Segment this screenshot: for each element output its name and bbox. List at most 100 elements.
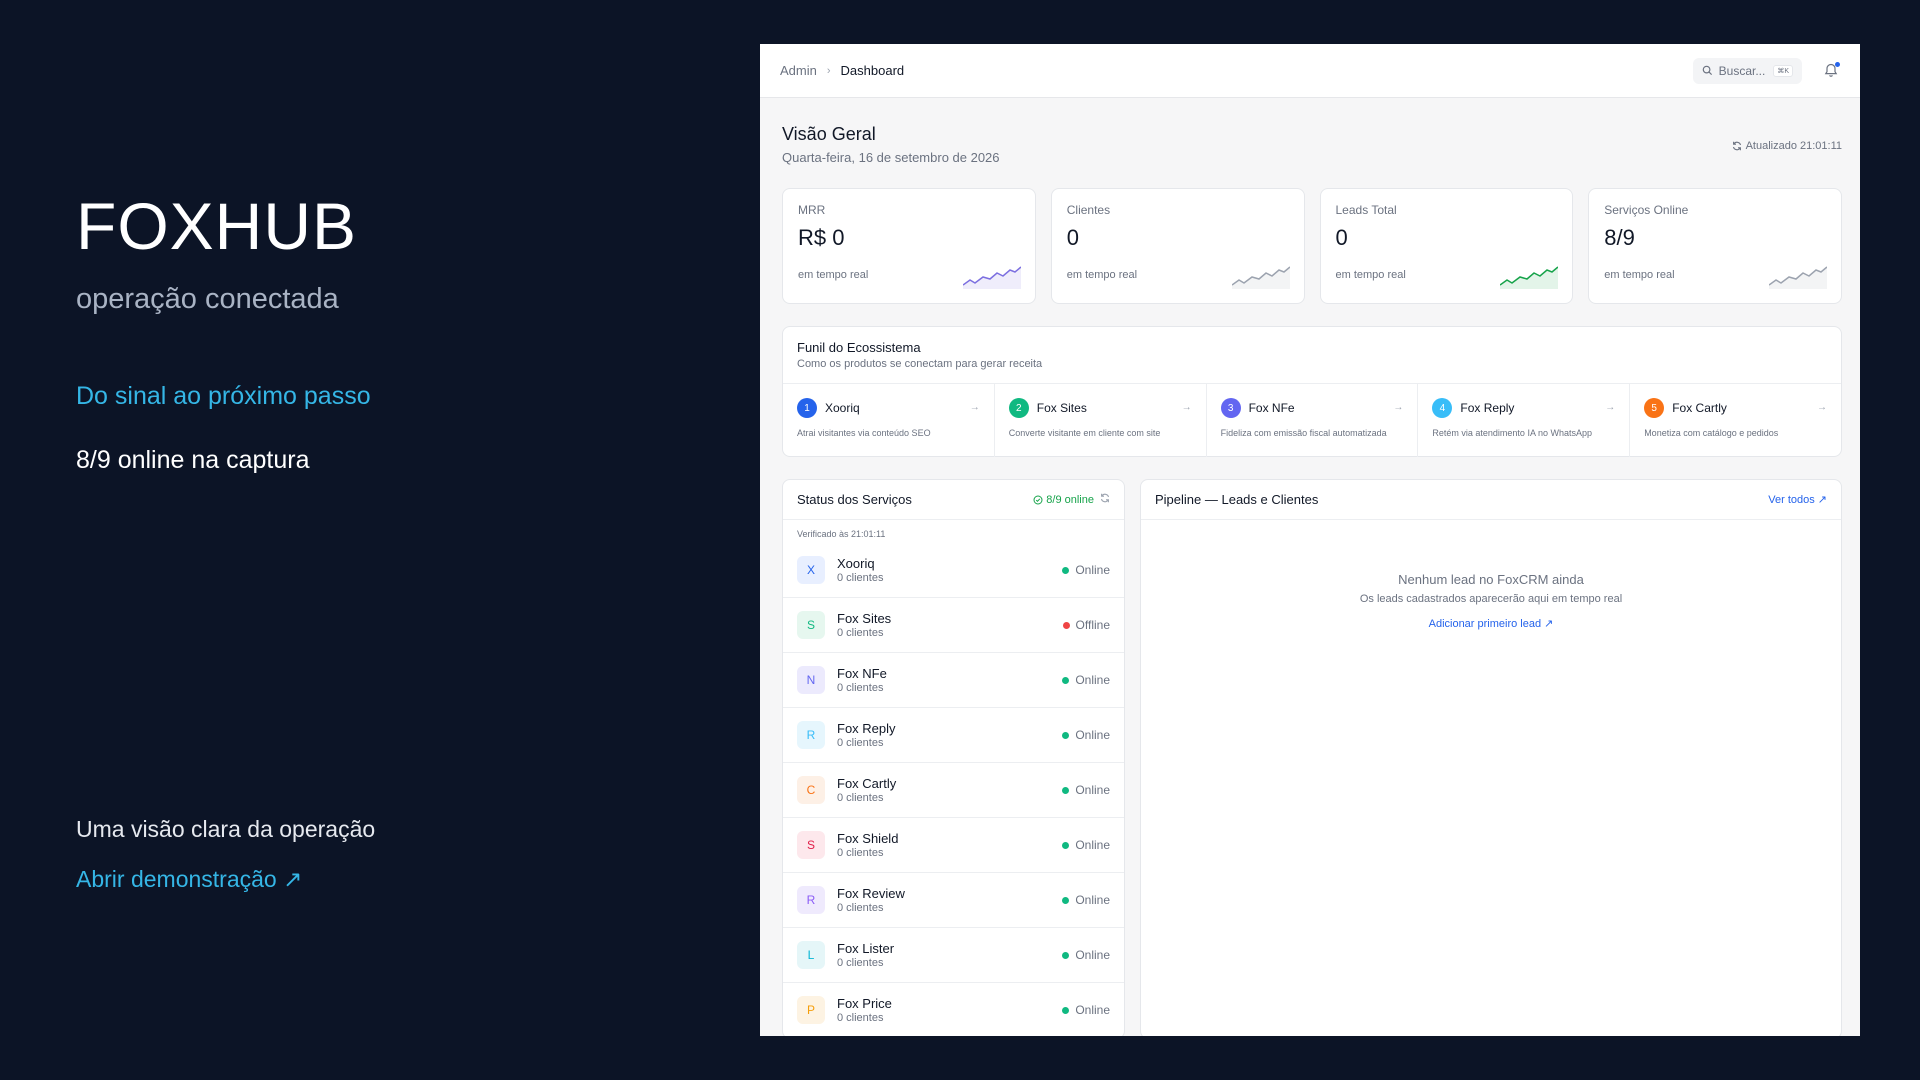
service-clients: 0 clientes xyxy=(837,737,884,749)
funnel-title: Funil do Ecossistema xyxy=(797,340,921,355)
status-dot xyxy=(1062,841,1070,849)
service-status: Online xyxy=(1062,948,1110,962)
service-status: Online xyxy=(1062,1003,1110,1017)
dashboard-screen: Admin › Dashboard Buscar... ⌘K Visão Ger… xyxy=(760,44,1860,1036)
chevron-right-icon: › xyxy=(826,64,831,77)
service-clients: 0 clientes xyxy=(837,1012,884,1024)
kpi-sub: em tempo real xyxy=(1066,269,1138,281)
empty-subtitle: Os leads cadastrados aparecerão aqui em … xyxy=(1359,593,1623,605)
kpi-card-servicos[interactable]: Serviços Online 8/9 em tempo real xyxy=(1588,188,1842,304)
step-name: Xooriq xyxy=(825,401,860,415)
kpi-value: 8/9 xyxy=(1604,225,1635,250)
status-dot xyxy=(1062,676,1070,684)
breadcrumb: Admin › Dashboard xyxy=(780,63,904,78)
kpi-card-leads[interactable]: Leads Total 0 em tempo real xyxy=(1319,188,1574,304)
funnel-subtitle: Como os produtos se conectam para gerar … xyxy=(797,358,1043,370)
status-label: Online xyxy=(1075,1003,1110,1017)
sparkline-line xyxy=(1769,266,1827,286)
kpi-row: MRR R$ 0 em tempo real Clientes 0 em tem… xyxy=(782,188,1842,304)
funnel-step[interactable]: 4 Fox Reply → Retém via atendimento IA no W… xyxy=(1418,384,1631,457)
service-avatar: P xyxy=(797,996,825,1024)
arrow-right-icon: → xyxy=(1605,402,1616,413)
service-row[interactable]: R Fox Reply 0 clientes Online xyxy=(783,708,1124,763)
kpi-value: R$ 0 xyxy=(798,225,845,250)
step-number-badge: 5 xyxy=(1644,398,1665,418)
service-name: Fox Price xyxy=(837,996,892,1011)
service-status: Online xyxy=(1062,673,1110,687)
kpi-card-clientes[interactable]: Clientes 0 em tempo real xyxy=(1050,188,1305,304)
kpi-label: Leads Total xyxy=(1335,203,1397,217)
funnel-step[interactable]: 1 Xooriq → Atrai visitantes via conteúdo SE… xyxy=(783,384,995,457)
funnel-step[interactable]: 3 Fox NFe → Fideliza com emissão fiscal aut… xyxy=(1207,384,1419,457)
service-row[interactable]: L Fox Lister 0 clientes Online xyxy=(783,928,1124,983)
add-first-lead-link[interactable]: Adicionar primeiro lead ↗ xyxy=(1428,618,1554,630)
kpi-sub: em tempo real xyxy=(798,269,869,281)
top-bar: Admin › Dashboard Buscar... ⌘K xyxy=(760,44,1860,98)
verified-time: Verificado às 21:01:11 xyxy=(797,529,886,539)
step-number-badge: 1 xyxy=(797,398,817,418)
breadcrumb-admin[interactable]: Admin xyxy=(780,63,817,78)
kpi-card-mrr[interactable]: MRR R$ 0 em tempo real xyxy=(782,188,1036,304)
service-status: Online xyxy=(1062,728,1110,742)
service-row[interactable]: R Fox Review 0 clientes Online xyxy=(783,873,1124,928)
arrow-right-icon: → xyxy=(1393,402,1404,413)
kpi-sub: em tempo real xyxy=(1604,269,1675,281)
updated-indicator[interactable]: Atualizado 21:01:11 xyxy=(1732,140,1842,152)
status-label: Online xyxy=(1075,563,1110,577)
service-row[interactable]: N Fox NFe 0 clientes Online xyxy=(783,653,1124,708)
service-status: Online xyxy=(1062,893,1110,907)
brand-tagline: operação conectada xyxy=(76,283,339,315)
sparkline-chart xyxy=(1231,266,1290,289)
sparkline-line xyxy=(962,266,1021,286)
status-dot xyxy=(1062,731,1070,739)
kpi-value: 0 xyxy=(1335,225,1348,250)
refresh-services-button[interactable] xyxy=(1100,493,1110,506)
step-description: Converte visitante em cliente com site xyxy=(1008,428,1161,438)
kpi-label: MRR xyxy=(798,203,826,217)
funnel-step[interactable]: 2 Fox Sites → Converte visitante em cliente… xyxy=(995,384,1207,457)
refresh-icon xyxy=(1732,141,1741,151)
arrow-right-icon: → xyxy=(1181,402,1192,413)
arrow-right-icon: → xyxy=(969,402,980,413)
step-number-badge: 2 xyxy=(1008,398,1029,418)
service-row[interactable]: S Fox Sites 0 clientes Offline xyxy=(783,598,1124,653)
status-dot xyxy=(1062,621,1070,629)
funnel-step[interactable]: 5 Fox Cartly → Monetiza com catálogo e pedi… xyxy=(1630,384,1841,457)
service-avatar: C xyxy=(797,776,825,804)
ecosystem-funnel: Funil do Ecossistema Como os produtos se… xyxy=(782,326,1842,457)
step-number-badge: 3 xyxy=(1220,398,1241,418)
service-clients: 0 clientes xyxy=(837,682,884,694)
breadcrumb-dashboard: Dashboard xyxy=(840,63,905,78)
search-box[interactable]: Buscar... ⌘K xyxy=(1692,57,1802,84)
status-label: Online xyxy=(1075,783,1110,797)
promo-status: 8/9 online na captura xyxy=(76,446,310,474)
notifications-button[interactable] xyxy=(1824,61,1840,79)
step-name: Fox NFe xyxy=(1248,401,1295,415)
sparkline-chart xyxy=(962,266,1021,289)
open-demo-link[interactable]: Abrir demonstração ↗ xyxy=(76,866,303,892)
kpi-label: Clientes xyxy=(1066,203,1111,217)
service-avatar: R xyxy=(797,886,825,914)
service-clients: 0 clientes xyxy=(837,792,884,804)
view-all-link[interactable]: Ver todos ↗ xyxy=(1768,494,1827,506)
service-row[interactable]: S Fox Shield 0 clientes Online xyxy=(783,818,1124,873)
service-row[interactable]: P Fox Price 0 clientes Online xyxy=(783,983,1124,1036)
service-avatar: S xyxy=(797,831,825,859)
check-circle-icon xyxy=(1033,495,1043,504)
status-dot xyxy=(1062,786,1070,794)
service-name: Fox Shield xyxy=(837,831,899,846)
service-row[interactable]: X Xooriq 0 clientes Online xyxy=(783,543,1124,598)
step-description: Retém via atendimento IA no WhatsApp xyxy=(1432,428,1592,438)
service-list: X Xooriq 0 clientes Online S Fox Sites 0 clien… xyxy=(783,543,1124,1036)
status-label: Offline xyxy=(1075,618,1110,632)
page-date: Quarta-feira, 16 de setembro de 2026 xyxy=(782,150,1000,165)
service-status: Offline xyxy=(1062,618,1110,632)
status-dot xyxy=(1062,1006,1070,1014)
service-name: Fox Cartly xyxy=(837,776,897,791)
pipeline-card: Pipeline — Leads e Clientes Ver todos ↗ … xyxy=(1140,479,1842,1036)
services-status-card: Status dos Serviços 8/9 online Verificad… xyxy=(782,479,1125,1036)
service-clients: 0 clientes xyxy=(837,572,884,584)
service-row[interactable]: C Fox Cartly 0 clientes Online xyxy=(783,763,1124,818)
step-number-badge: 4 xyxy=(1432,398,1453,418)
updated-time: Atualizado 21:01:11 xyxy=(1745,140,1842,152)
